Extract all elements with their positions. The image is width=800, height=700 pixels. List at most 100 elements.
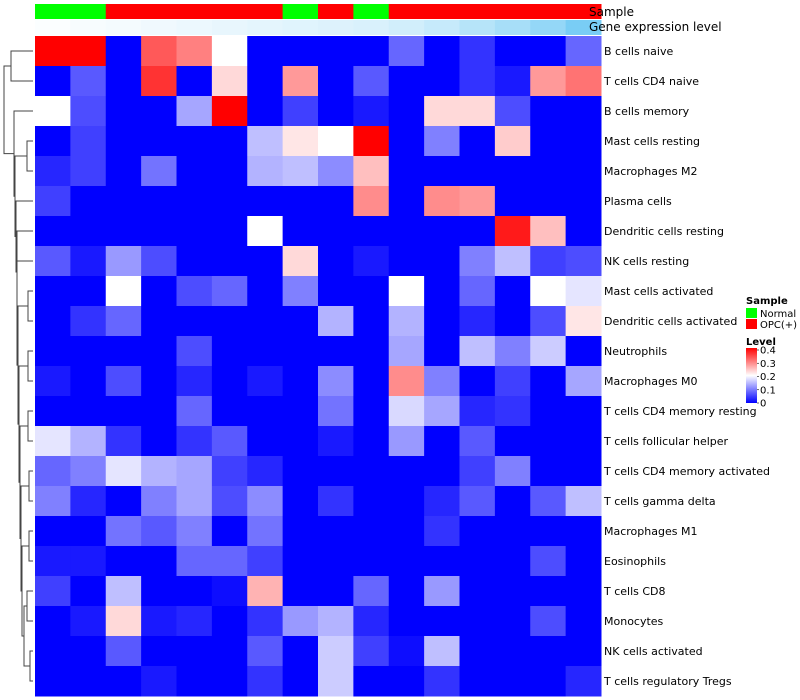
heatmap-cell [565, 186, 602, 217]
heatmap-cell [318, 546, 354, 577]
heatmap-cell [565, 426, 602, 457]
heatmap-cell [565, 156, 602, 187]
row-label: Mast cells resting [604, 135, 700, 148]
gene-expression-track-cell [105, 20, 142, 35]
heatmap-cell [70, 426, 107, 457]
heatmap-cell [105, 426, 142, 457]
heatmap-cell [141, 126, 177, 157]
heatmap-cell [459, 96, 496, 127]
heatmap-cell [35, 546, 71, 577]
heatmap-cell [282, 666, 319, 697]
heatmap-cell [211, 156, 248, 187]
heatmap-cell [70, 486, 107, 517]
heatmap-cell [565, 396, 602, 427]
heatmap-cell [530, 66, 567, 97]
heatmap-cell [565, 216, 602, 247]
heatmap-cell [141, 186, 177, 217]
heatmap-cell [282, 516, 319, 547]
heatmap-cell [565, 126, 602, 157]
heatmap-cell [318, 666, 354, 697]
heatmap-cell [388, 546, 425, 577]
heatmap-cell [141, 306, 177, 337]
heatmap-cell [70, 576, 107, 607]
heatmap-cell [35, 426, 71, 457]
heatmap-cell [530, 366, 567, 397]
heatmap-cell [141, 216, 177, 247]
heatmap-cell [565, 666, 602, 697]
heatmap-cell [388, 606, 425, 637]
heatmap-cell [424, 666, 460, 697]
heatmap-cell [247, 516, 284, 547]
gene-expression-track-cell [141, 20, 177, 35]
heatmap-cell [35, 606, 71, 637]
heatmap-cell [424, 546, 460, 577]
heatmap-cell [318, 516, 354, 547]
heatmap-cell [70, 366, 107, 397]
heatmap-cell [530, 216, 567, 247]
heatmap-cell [282, 36, 319, 67]
heatmap-cell [70, 66, 107, 97]
heatmap-cell [211, 366, 248, 397]
heatmap-cell [282, 456, 319, 487]
row-label: Eosinophils [604, 555, 666, 568]
heatmap-cell [353, 186, 390, 217]
heatmap-cell [176, 216, 213, 247]
heatmap-cell [530, 36, 567, 67]
gene-expression-track-cell [70, 20, 107, 35]
heatmap-cell [353, 606, 390, 637]
heatmap-cell [459, 636, 496, 667]
sample-track-cell [424, 4, 460, 19]
heatmap-cell [105, 396, 142, 427]
heatmap-cell [35, 36, 71, 67]
heatmap-cell [35, 306, 71, 337]
heatmap-cell [105, 246, 142, 277]
heatmap-cell [70, 546, 107, 577]
heatmap-cell [105, 366, 142, 397]
heatmap-cell [70, 216, 107, 247]
heatmap-cell [176, 186, 213, 217]
legend-level-tick-label: 0.3 [760, 359, 776, 370]
heatmap-cell [388, 96, 425, 127]
heatmap-cell [530, 516, 567, 547]
heatmap-cell [211, 636, 248, 667]
heatmap-cell [211, 546, 248, 577]
heatmap-cell [282, 216, 319, 247]
heatmap-cell [141, 66, 177, 97]
heatmap-cell [494, 96, 531, 127]
heatmap-cell [105, 516, 142, 547]
heatmap-cell [70, 186, 107, 217]
heatmap-cell [565, 576, 602, 607]
heatmap-cell [141, 456, 177, 487]
heatmap-cell [318, 36, 354, 67]
heatmap-cell [141, 606, 177, 637]
heatmap-cell [105, 276, 142, 307]
heatmap-cell [494, 66, 531, 97]
row-label: T cells follicular helper [603, 435, 729, 448]
heatmap-cell [530, 156, 567, 187]
row-label: Dendritic cells resting [604, 225, 724, 238]
heatmap-cell [565, 66, 602, 97]
heatmap-cell [105, 636, 142, 667]
heatmap-cell [494, 666, 531, 697]
heatmap-cell [530, 546, 567, 577]
heatmap-cell [176, 426, 213, 457]
dendrogram-branch [10, 50, 33, 82]
gene-expression-track-cell [530, 20, 567, 35]
heatmap-cell [35, 276, 71, 307]
heatmap-cell [494, 36, 531, 67]
heatmap-cell [176, 486, 213, 517]
row-label: Dendritic cells activated [604, 315, 737, 328]
heatmap-cell [318, 126, 354, 157]
heatmap-cell [424, 426, 460, 457]
dendrogram-branch [26, 590, 33, 622]
heatmap-cell [35, 126, 71, 157]
heatmap-cell [35, 396, 71, 427]
heatmap-cell [318, 636, 354, 667]
dendrogram-branch [27, 410, 33, 442]
row-label: T cells regulatory Tregs [603, 675, 732, 688]
legend-sample-label: Normal [760, 309, 796, 320]
heatmap-cell [141, 666, 177, 697]
heatmap-cell [459, 186, 496, 217]
heatmap-cell [353, 366, 390, 397]
heatmap-cell [424, 306, 460, 337]
